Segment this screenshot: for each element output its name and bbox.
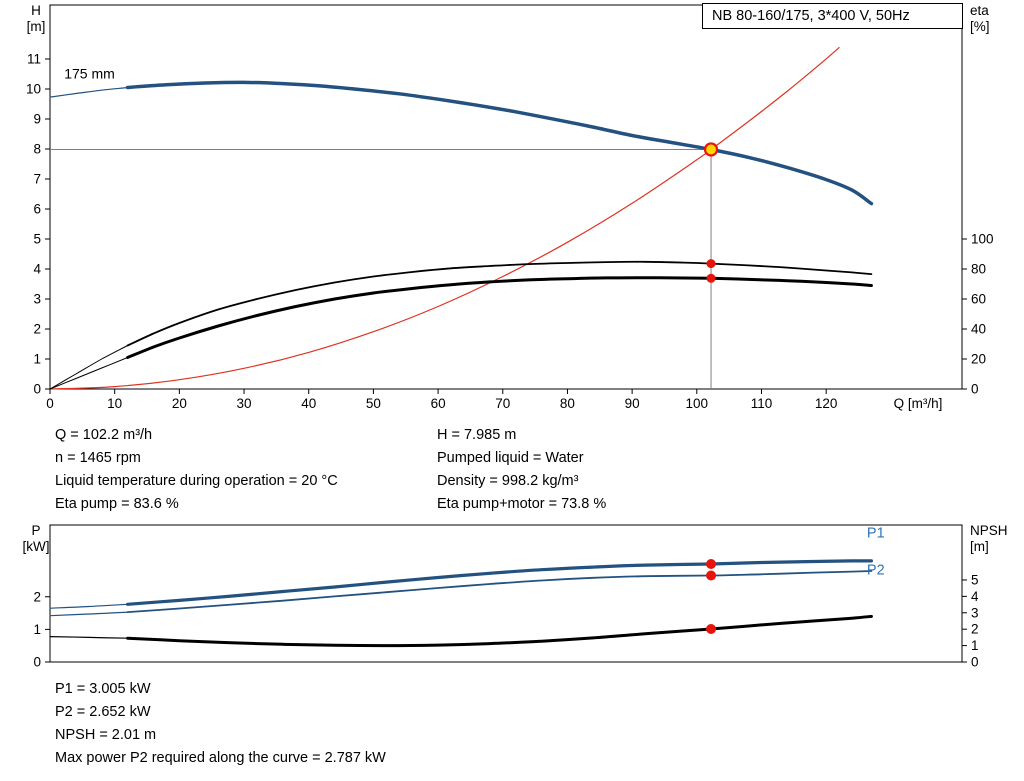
p2-curve-label: P2 xyxy=(867,563,885,579)
y-right-tick-label: 2 xyxy=(971,622,979,637)
y-left-axis-title: H xyxy=(31,3,41,18)
series-p2-curve xyxy=(126,570,873,613)
result-line-npsh: NPSH = 2.01 m xyxy=(55,727,157,743)
series-head-curve-175mm xyxy=(125,80,874,206)
y-left-axis-title: [kW] xyxy=(23,539,50,554)
result-line-p2: P2 = 2.652 kW xyxy=(55,704,151,720)
x-tick-label: 100 xyxy=(686,396,709,411)
y-right-tick-label: 20 xyxy=(971,352,986,367)
result-line-liquid-temp: Liquid temperature during operation = 20… xyxy=(55,473,338,489)
y-right-tick-label: 0 xyxy=(971,382,979,397)
result-line-eta-pump: Eta pump = 83.6 % xyxy=(55,496,179,512)
y-right-axis-title: NPSH xyxy=(970,523,1008,538)
series-head-curve-min-flow xyxy=(49,86,129,98)
impeller-diameter-label: 175 mm xyxy=(64,66,115,82)
y-left-axis-title: P xyxy=(31,523,40,538)
y-left-tick-label: 9 xyxy=(33,112,41,127)
duty-results-left-column: Q = 102.2 m³/h n = 1465 rpm Liquid tempe… xyxy=(55,424,338,516)
y-left-tick-label: 5 xyxy=(33,232,41,247)
result-line-flow: Q = 102.2 m³/h xyxy=(55,427,153,443)
y-left-tick-label: 4 xyxy=(33,262,41,277)
power-npsh-chart-frame xyxy=(49,524,963,663)
series-eta-pump-motor-min-flow xyxy=(49,357,129,390)
duty-point-marker xyxy=(703,142,719,157)
x-tick-label: 30 xyxy=(237,396,252,411)
p2-duty-dot xyxy=(706,570,717,581)
series-system-curve xyxy=(49,47,840,390)
npsh-duty-dot xyxy=(706,624,717,635)
series-npsh-curve xyxy=(126,614,873,648)
y-left-tick-label: 6 xyxy=(33,202,41,217)
eta-pump-duty-dot xyxy=(706,259,716,269)
x-tick-label: 70 xyxy=(495,396,510,411)
y-right-tick-label: 80 xyxy=(971,262,986,277)
y-left-tick-label: 7 xyxy=(33,172,41,187)
y-right-tick-label: 40 xyxy=(971,322,986,337)
y-right-tick-label: 3 xyxy=(971,605,979,620)
y-left-tick-label: 2 xyxy=(33,589,41,604)
y-left-tick-label: 11 xyxy=(27,52,41,67)
y-left-tick-label: 10 xyxy=(26,82,41,97)
result-line-density: Density = 998.2 kg/m³ xyxy=(437,473,579,489)
hq-eta-chart-frame xyxy=(49,4,963,390)
y-right-axis-title: [m] xyxy=(970,539,989,554)
pump-model-box: NB 80-160/175, 3*400 V, 50Hz xyxy=(702,3,963,29)
y-right-tick-label: 4 xyxy=(971,589,979,604)
eta-pump-motor-duty-dot xyxy=(706,273,716,283)
y-left-tick-label: 2 xyxy=(33,322,41,337)
x-tick-label: 90 xyxy=(625,396,640,411)
power-results-column: P1 = 3.005 kW P2 = 2.652 kW NPSH = 2.01 … xyxy=(55,678,386,770)
duty-results-right-column: H = 7.985 m Pumped liquid = Water Densit… xyxy=(437,424,606,516)
p1-curve-label: P1 xyxy=(867,525,885,541)
x-tick-label: 10 xyxy=(107,396,122,411)
series-p1-min-flow xyxy=(49,603,129,609)
y-right-tick-label: 100 xyxy=(971,232,994,247)
series-eta-pump-curve xyxy=(126,260,873,347)
y-left-tick-label: 0 xyxy=(33,382,41,397)
x-tick-label: 120 xyxy=(815,396,838,411)
series-eta-pump-motor-curve xyxy=(126,276,873,359)
x-tick-label: 80 xyxy=(560,396,575,411)
y-left-tick-label: 8 xyxy=(33,142,41,157)
y-right-tick-label: 60 xyxy=(971,292,986,307)
result-line-max-power: Max power P2 required along the curve = … xyxy=(55,750,386,766)
y-right-tick-label: 5 xyxy=(971,572,979,587)
result-line-head: H = 7.985 m xyxy=(437,427,517,443)
y-left-tick-label: 3 xyxy=(33,292,41,307)
x-tick-label: 20 xyxy=(172,396,187,411)
x-tick-label: 110 xyxy=(751,396,773,411)
y-left-tick-label: 0 xyxy=(33,655,41,670)
x-tick-label: 50 xyxy=(366,396,381,411)
result-line-eta-pump-motor: Eta pump+motor = 73.8 % xyxy=(437,496,607,512)
series-npsh-min-flow xyxy=(49,636,129,639)
x-tick-label: 60 xyxy=(431,396,446,411)
y-right-tick-label: 0 xyxy=(971,655,979,670)
result-line-pumped-liquid: Pumped liquid = Water xyxy=(437,450,584,466)
series-p1-curve xyxy=(126,559,873,606)
series-p2-min-flow xyxy=(49,611,129,617)
p1-duty-dot xyxy=(706,558,717,569)
series-eta-pump-min-flow xyxy=(49,345,129,390)
result-line-speed: n = 1465 rpm xyxy=(55,450,141,466)
y-right-tick-label: 1 xyxy=(971,638,979,653)
y-left-tick-label: 1 xyxy=(33,622,41,637)
result-line-p1: P1 = 3.005 kW xyxy=(55,681,151,697)
y-right-axis-title: eta xyxy=(970,3,989,18)
x-tick-label: 40 xyxy=(301,396,316,411)
y-left-tick-label: 1 xyxy=(33,352,41,367)
x-axis-title: Q [m³/h] xyxy=(894,396,943,411)
y-right-axis-title: [%] xyxy=(970,19,990,34)
y-left-axis-title: [m] xyxy=(27,19,46,34)
x-tick-label: 0 xyxy=(46,396,54,411)
